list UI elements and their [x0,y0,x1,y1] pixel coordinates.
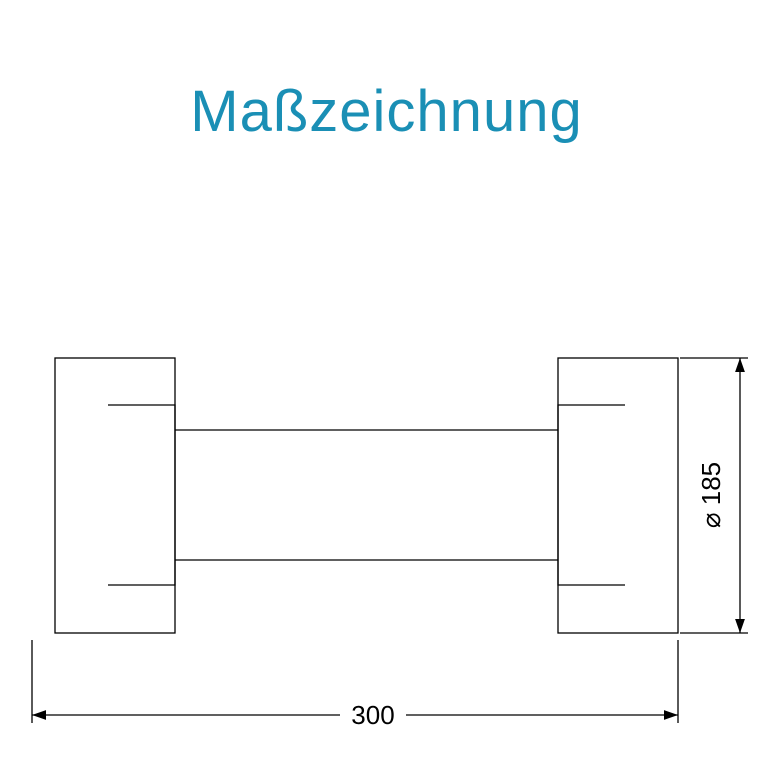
svg-text:300: 300 [351,700,394,730]
svg-text:⌀ 185: ⌀ 185 [696,462,726,528]
technical-drawing: 300 ⌀ 185 [0,0,773,782]
